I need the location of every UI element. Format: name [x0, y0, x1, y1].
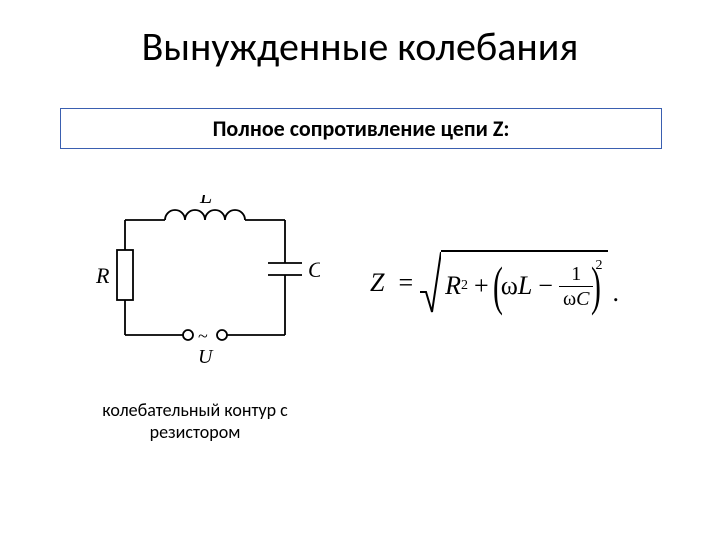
equals-sign: =	[398, 268, 413, 298]
exp-R: 2	[461, 278, 468, 294]
label-L: L	[199, 195, 212, 208]
caption-line-1: колебательный контур с	[102, 399, 288, 421]
caption-line-2: резистором	[150, 421, 241, 443]
radicand: R2 + ( ωL − 1 ωC ) 2	[441, 250, 608, 318]
circuit-caption: колебательный контур с резистором	[60, 400, 330, 443]
formula-period: .	[612, 278, 619, 308]
page-title: Вынужденные колебания	[0, 22, 720, 71]
fraction-num: 1	[567, 264, 585, 286]
paren-close: )	[592, 258, 602, 314]
formula-lhs: Z	[370, 268, 384, 298]
impedance-formula: Z = R2 + ( ωL − 1 ωC	[370, 250, 700, 340]
label-C: C	[308, 257, 320, 282]
slide: Вынужденные колебания Полное сопротивлен…	[0, 0, 720, 540]
fraction: 1 ωC	[559, 264, 594, 309]
subtitle-box: Полное сопротивление цепи Z:	[60, 108, 662, 149]
label-U: U	[198, 346, 214, 368]
omega-L: ωL	[501, 271, 533, 301]
circuit-diagram: R L C ~ U	[70, 195, 320, 385]
fraction-den: ωC	[559, 286, 594, 309]
minus-sign: −	[538, 271, 553, 301]
paren-inner: ωL − 1 ωC	[501, 264, 594, 309]
sqrt-symbol: R2 + ( ωL − 1 ωC ) 2	[419, 250, 608, 316]
label-R: R	[95, 263, 110, 288]
label-source-tilde: ~	[198, 326, 208, 346]
term-R: R	[445, 271, 461, 301]
plus-sign: +	[474, 271, 489, 301]
paren-open: (	[493, 258, 503, 314]
